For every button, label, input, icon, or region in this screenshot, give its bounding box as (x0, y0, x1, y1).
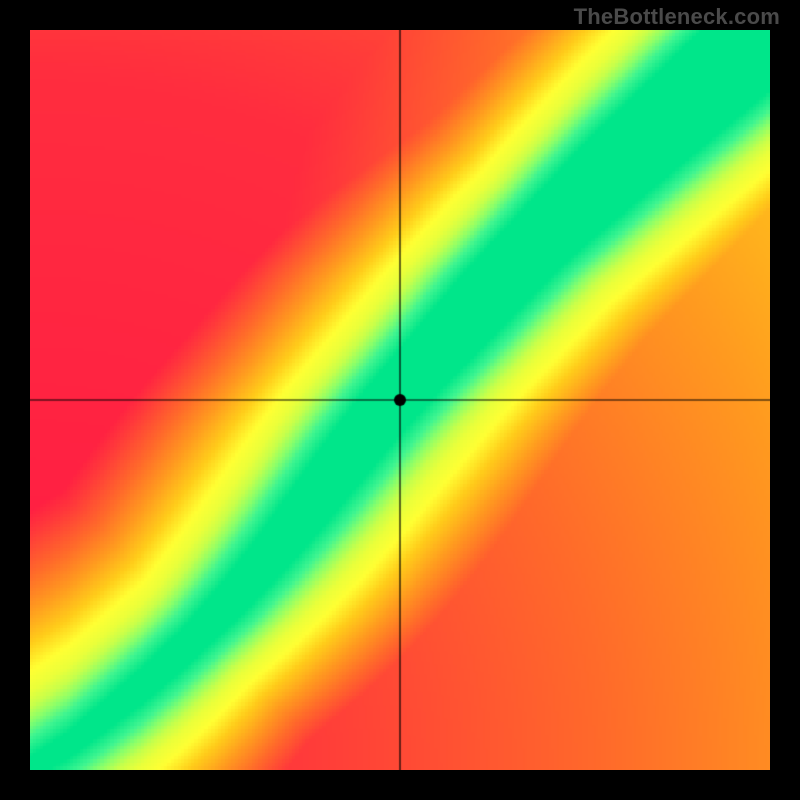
bottleneck-heatmap-canvas (30, 30, 770, 770)
watermark-text: TheBottleneck.com (574, 4, 780, 30)
